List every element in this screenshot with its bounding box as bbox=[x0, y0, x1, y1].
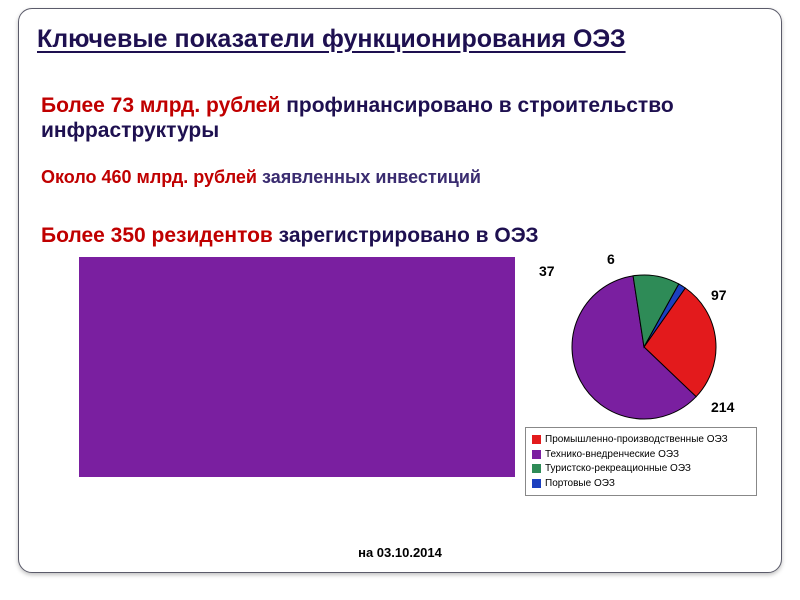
bullet-3-rest: зарегистрировано в ОЭЗ bbox=[273, 224, 539, 247]
pie-value-label: 214 bbox=[711, 399, 734, 415]
bullet-1-highlight: Более 73 млрд. рублей bbox=[41, 94, 280, 117]
bullet-2: Около 460 млрд. рублей заявленных инвест… bbox=[41, 167, 751, 189]
slide-title: Ключевые показатели функционирования ОЭЗ bbox=[37, 25, 626, 54]
legend-row: Портовые ОЭЗ bbox=[532, 477, 750, 491]
pie-chart: 97214376 bbox=[519, 257, 763, 549]
pie-legend: Промышленно-производственные ОЭЗТехнико-… bbox=[525, 427, 757, 496]
pie-svg-wrap bbox=[569, 267, 719, 417]
legend-swatch bbox=[532, 435, 541, 444]
legend-label: Портовые ОЭЗ bbox=[545, 477, 615, 491]
legend-label: Технико-внедренческие ОЭЗ bbox=[545, 448, 679, 462]
pie-svg bbox=[569, 267, 729, 427]
slide-frame: Ключевые показатели функционирования ОЭЗ… bbox=[18, 8, 782, 573]
pie-value-label: 97 bbox=[711, 287, 727, 303]
legend-label: Промышленно-производственные ОЭЗ bbox=[545, 433, 728, 447]
legend-label: Туристско-рекреационные ОЭЗ bbox=[545, 462, 691, 476]
legend-row: Промышленно-производственные ОЭЗ bbox=[532, 433, 750, 447]
legend-row: Технико-внедренческие ОЭЗ bbox=[532, 448, 750, 462]
legend-swatch bbox=[532, 479, 541, 488]
legend-swatch bbox=[532, 450, 541, 459]
bullet-3: Более 350 резидентов зарегистрировано в … bbox=[41, 223, 751, 248]
footnote-date: на 03.10.2014 bbox=[19, 545, 781, 560]
legend-row: Туристско-рекреационные ОЭЗ bbox=[532, 462, 750, 476]
bullet-3-highlight: Более 350 резидентов bbox=[41, 224, 273, 247]
pie-value-label: 6 bbox=[607, 251, 615, 267]
legend-swatch bbox=[532, 464, 541, 473]
bullet-2-highlight: Около 460 млрд. рублей bbox=[41, 167, 257, 187]
purple-block bbox=[79, 257, 515, 477]
pie-value-label: 37 bbox=[539, 263, 555, 279]
bullet-1: Более 73 млрд. рублей профинансировано в… bbox=[41, 93, 751, 143]
bullet-2-rest: заявленных инвестиций bbox=[257, 167, 481, 187]
